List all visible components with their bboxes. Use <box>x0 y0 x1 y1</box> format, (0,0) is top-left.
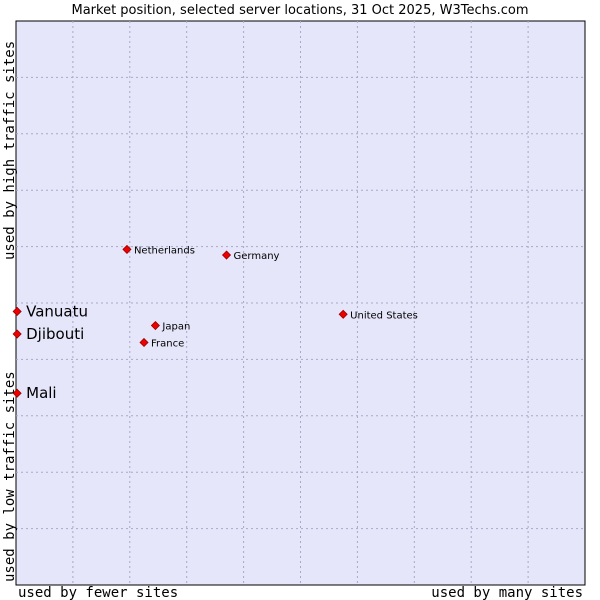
point-label-vanuatu: Vanuatu <box>26 302 88 320</box>
point-marker-djibouti <box>12 329 22 339</box>
x-axis-label-left: used by fewer sites <box>18 585 178 600</box>
point-label-japan: Japan <box>161 322 190 333</box>
point-label-netherlands: Netherlands <box>134 245 195 256</box>
point-label-mali: Mali <box>26 384 56 402</box>
point-marker-netherlands <box>122 244 132 254</box>
point-label-france: France <box>151 338 184 349</box>
point-marker-united-states <box>338 309 348 319</box>
grid-lines <box>16 21 585 585</box>
point-marker-mali <box>12 388 22 398</box>
y-axis-label-bottom: used by low traffic sites <box>2 371 18 582</box>
point-label-germany: Germany <box>234 251 280 262</box>
x-axis-label-right: used by many sites <box>431 585 583 600</box>
y-axis-label-top: used by high traffic sites <box>2 41 18 260</box>
point-marker-france <box>139 337 149 348</box>
point-label-djibouti: Djibouti <box>26 325 84 343</box>
data-points: Netherlands Germany United States Japan Fran… <box>12 244 418 402</box>
point-marker-japan <box>150 320 160 331</box>
point-label-united-states: United States <box>350 310 418 321</box>
chart-title: Market position, selected server locatio… <box>71 3 528 18</box>
point-marker-vanuatu <box>12 306 22 317</box>
point-marker-germany <box>221 250 232 260</box>
